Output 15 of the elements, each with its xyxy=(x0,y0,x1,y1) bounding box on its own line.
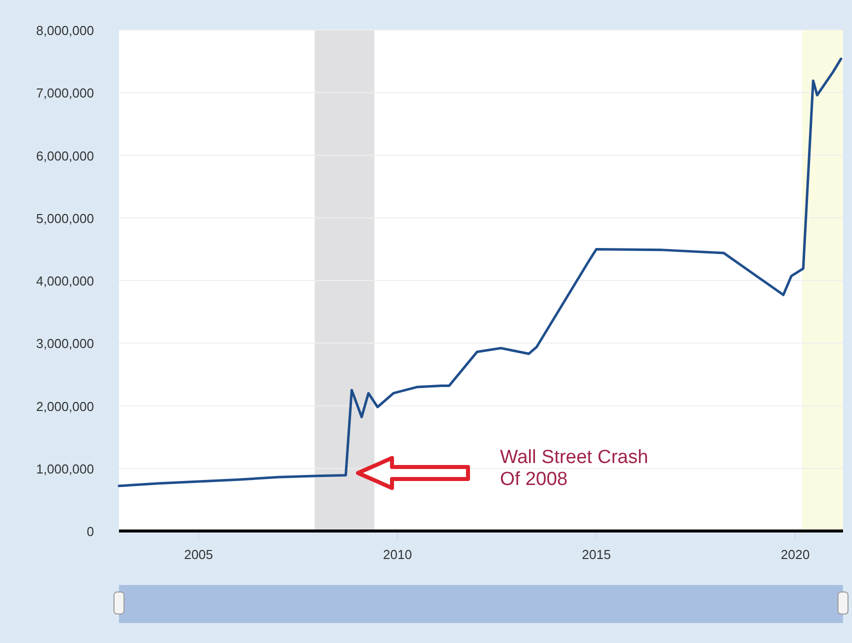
y-tick-label: 8,000,000 xyxy=(36,23,94,38)
x-tick-label: 2010 xyxy=(383,547,412,562)
y-tick-label: 0 xyxy=(86,524,94,539)
y-tick-label: 4,000,000 xyxy=(36,274,94,288)
x-tick-label: 2020 xyxy=(780,547,810,562)
annotation: Wall Street Crash Of 2008 xyxy=(500,447,648,490)
y-tick-label: 6,000,000 xyxy=(36,148,94,164)
y-tick-label: 2,000,000 xyxy=(36,398,94,414)
line-series xyxy=(118,58,842,488)
x-tick-label: 2005 xyxy=(184,547,214,562)
x-tick-label: 2015 xyxy=(582,547,611,562)
y-tick-label: 5,000,000 xyxy=(36,210,94,226)
y-tick-label: 7,000,000 xyxy=(36,86,94,101)
y-tick-label: 1,000,000 xyxy=(36,461,94,476)
y-tick-label: 3,000,000 xyxy=(36,336,94,352)
